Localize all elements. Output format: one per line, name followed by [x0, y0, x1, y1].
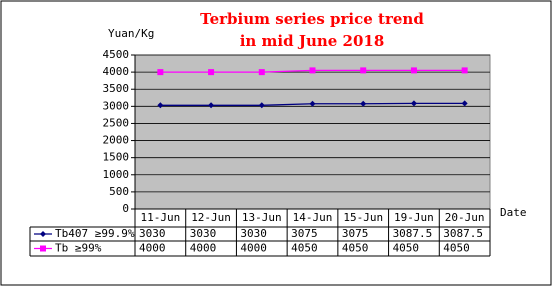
legend-label: Tb407 ≥99.9% — [55, 227, 135, 240]
table-value: 3075 — [291, 227, 318, 240]
x-tick-label: 14-Jun — [293, 211, 333, 224]
table-value: 3030 — [240, 227, 267, 240]
x-tick-label: 12-Jun — [191, 211, 231, 224]
chart-title: Terbium series price trend — [200, 10, 424, 28]
x-axis-label: Date — [500, 206, 527, 219]
legend-label: Tb ≥99% — [55, 242, 102, 255]
table-value: 4050 — [291, 242, 318, 255]
x-tick-label: 11-Jun — [140, 211, 180, 224]
table-value: 4000 — [240, 242, 267, 255]
marker — [309, 67, 316, 74]
y-axis-label: Yuan/Kg — [108, 27, 154, 40]
table-value: 4050 — [342, 242, 369, 255]
marker — [157, 69, 164, 76]
table-value: 4050 — [443, 242, 470, 255]
y-tick-label: 2500 — [103, 116, 130, 129]
marker — [258, 102, 265, 109]
table-value: 4050 — [393, 242, 420, 255]
y-tick-label: 500 — [109, 185, 129, 198]
marker — [360, 100, 367, 107]
marker — [157, 102, 164, 109]
marker — [309, 100, 316, 107]
marker — [208, 69, 215, 76]
table-value: 3087.5 — [393, 227, 433, 240]
table-value: 3087.5 — [443, 227, 483, 240]
marker — [208, 102, 215, 109]
plot-area — [134, 54, 491, 210]
chart-subtitle: in mid June 2018 — [240, 32, 385, 50]
marker — [410, 67, 417, 74]
table-value: 3030 — [190, 227, 217, 240]
legend-marker — [40, 231, 46, 237]
table-value: 4000 — [139, 242, 166, 255]
marker — [410, 100, 417, 107]
table-value: 3075 — [342, 227, 369, 240]
y-tick-label: 1000 — [103, 168, 130, 181]
marker — [360, 67, 367, 74]
table-value: 4000 — [190, 242, 217, 255]
y-tick-label: 3000 — [103, 99, 130, 112]
y-tick-label: 0 — [122, 202, 129, 215]
marker — [461, 67, 468, 74]
marker — [258, 69, 265, 76]
x-tick-label: 19-Jun — [394, 211, 434, 224]
table-value: 3030 — [139, 227, 166, 240]
y-tick-label: 1500 — [103, 151, 130, 164]
marker — [461, 100, 468, 107]
y-tick-label: 3500 — [103, 82, 130, 95]
x-tick-label: 15-Jun — [343, 211, 383, 224]
x-tick-label: 20-Jun — [445, 211, 485, 224]
x-tick-label: 13-Jun — [242, 211, 282, 224]
legend-marker — [40, 245, 46, 252]
y-tick-label: 4000 — [103, 65, 130, 78]
y-tick-label: 2000 — [103, 134, 130, 147]
y-tick-label: 4500 — [103, 48, 130, 61]
